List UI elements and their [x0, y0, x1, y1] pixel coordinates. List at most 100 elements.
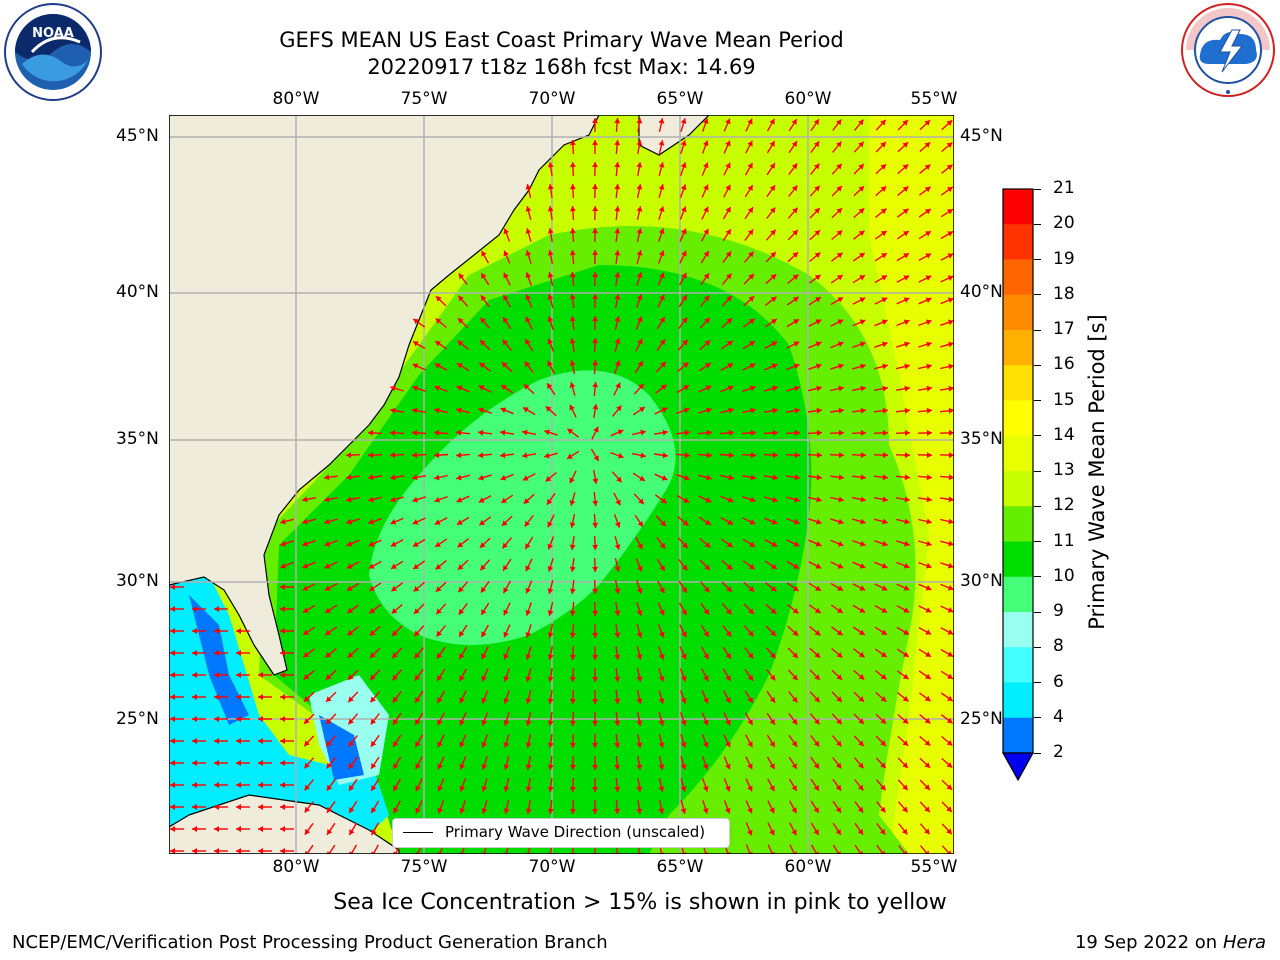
wave-arrow-head [214, 738, 219, 744]
wave-arrow-head [280, 584, 285, 590]
wave-arrow-head [904, 385, 910, 392]
wave-arrow-head [748, 608, 754, 614]
wave-arrow-head [658, 676, 665, 682]
wave-arrow-head [170, 694, 175, 700]
wave-arrow-head [326, 762, 333, 769]
wave-arrow-head [478, 474, 484, 481]
wave-arrow-head [392, 630, 398, 636]
wave-arrow-head [348, 696, 354, 703]
wave-arrow-head [481, 675, 487, 682]
wave-arrow-head [523, 498, 530, 504]
wave-arrow-head [836, 186, 842, 192]
wave-arrow-head [881, 319, 888, 325]
wave-arrow-head [170, 584, 175, 590]
wave-arrow-head [814, 274, 821, 281]
wave-arrow-head [882, 474, 888, 481]
wave-arrow-head [658, 653, 665, 660]
wave-arrow-head [614, 654, 621, 660]
wave-arrow-head [791, 829, 797, 836]
wave-arrow-head [459, 785, 466, 792]
wave-arrow-head [522, 452, 528, 459]
wave-arrow-head [858, 762, 864, 769]
wave-arrow-head [835, 784, 842, 791]
wave-arrow-head [501, 520, 508, 526]
wave-arrow-head [304, 762, 310, 769]
wave-arrow-head [792, 230, 798, 236]
wave-arrow-head [880, 142, 886, 148]
wave-arrow-head [924, 717, 931, 724]
wave-arrow-head [836, 629, 843, 636]
wave-arrow-shaft [306, 844, 314, 854]
colorbar-tick-mark [1034, 541, 1041, 543]
wave-arrow-head [236, 804, 241, 810]
wave-arrow-head [726, 608, 732, 615]
wave-arrow-head [902, 762, 908, 768]
colorbar-tick-label: 4 [1053, 706, 1064, 727]
wave-arrow-head [280, 540, 286, 547]
colorbar-tick-label: 9 [1053, 601, 1064, 621]
wave-arrow-head [860, 452, 866, 459]
wave-arrow-head [636, 118, 643, 124]
wave-arrow-head [391, 608, 398, 614]
wave-arrow-head [636, 587, 643, 594]
wave-arrow-head [614, 228, 621, 234]
wave-arrow-head [192, 848, 197, 854]
lat-label-left-30n: 30°N [116, 571, 159, 591]
wave-arrow-head [614, 588, 621, 594]
wave-arrow-head [636, 272, 643, 278]
wave-arrow-head [636, 140, 643, 146]
wave-arrow-head [480, 340, 486, 346]
wave-arrow-head [946, 120, 953, 126]
wave-arrow-head [836, 696, 842, 702]
lat-label-right-35n: 35°N [960, 429, 1003, 449]
wave-arrow-head [703, 162, 709, 169]
wave-arrow-head [946, 828, 952, 835]
wave-arrow-head [393, 807, 399, 814]
wave-arrow-head [793, 319, 799, 325]
wave-arrow-head [481, 764, 488, 770]
wave-arrow-head [592, 294, 599, 300]
wave-arrow-head [214, 694, 219, 700]
wave-arrow-head [304, 740, 310, 747]
wave-arrow-head [368, 518, 375, 525]
wave-arrow-head [725, 785, 731, 792]
wave-arrow-head [236, 628, 241, 634]
wave-arrow-head [860, 429, 866, 436]
wave-arrow-head [567, 428, 574, 435]
wave-arrow-head [658, 140, 665, 146]
wave-arrow-head [816, 385, 822, 392]
wave-arrow-head [858, 141, 864, 148]
wave-arrow-head [368, 474, 374, 481]
wave-arrow-head [749, 385, 756, 392]
wave-arrow-head [837, 341, 844, 347]
wave-arrow-head [727, 363, 734, 369]
wave-arrow-head [525, 764, 532, 770]
wave-arrow-head [658, 631, 665, 638]
wave-arrow-head [769, 807, 775, 814]
wave-arrow-head [280, 716, 285, 722]
wave-arrow-head [946, 806, 952, 812]
wave-arrow-head [747, 674, 753, 681]
wave-arrow-head [814, 718, 820, 725]
wave-arrow-head [706, 452, 712, 459]
wave-arrow-head [859, 341, 866, 348]
wave-arrow-head [371, 807, 377, 813]
wave-arrow-head [214, 672, 219, 678]
wave-arrow-head [614, 184, 621, 190]
wave-arrow-head [838, 452, 844, 459]
wave-arrow-head [659, 587, 665, 594]
wave-arrow-head [592, 500, 599, 506]
wave-arrow-head [924, 806, 930, 813]
wave-arrow-head [837, 585, 844, 591]
wave-arrow-head [726, 586, 732, 592]
wave-arrow-head [681, 653, 687, 660]
wave-arrow-head [614, 764, 621, 770]
wave-arrow-head [791, 119, 797, 125]
wave-arrow-head [280, 738, 285, 744]
wave-arrow-head [592, 809, 598, 814]
wave-arrow-head [926, 518, 932, 525]
wave-arrow-head [925, 651, 931, 657]
wave-arrow-head [326, 806, 333, 813]
wave-arrow-head [658, 698, 665, 704]
wave-arrow-head [434, 429, 440, 436]
